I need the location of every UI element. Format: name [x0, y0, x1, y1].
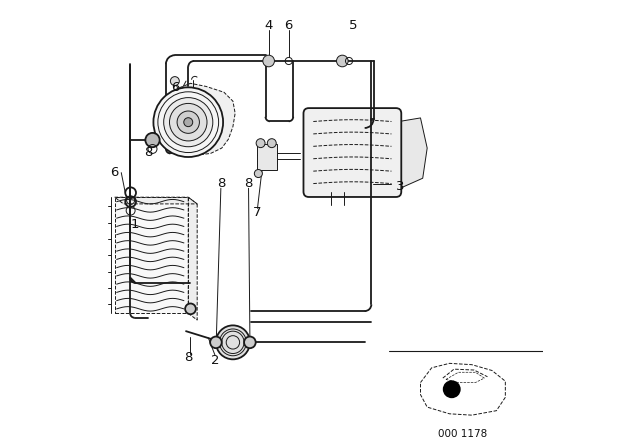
Circle shape: [164, 98, 213, 147]
Circle shape: [184, 118, 193, 127]
Circle shape: [256, 139, 265, 148]
Polygon shape: [420, 363, 506, 415]
Circle shape: [154, 87, 223, 157]
Text: 6: 6: [285, 19, 293, 32]
Circle shape: [263, 55, 275, 67]
Polygon shape: [115, 197, 197, 204]
Text: 8: 8: [217, 177, 225, 190]
Circle shape: [337, 55, 348, 67]
Circle shape: [254, 169, 262, 177]
Text: 8: 8: [184, 352, 193, 365]
Circle shape: [170, 103, 207, 141]
Circle shape: [216, 325, 250, 359]
Polygon shape: [115, 197, 188, 313]
Circle shape: [145, 133, 159, 147]
Polygon shape: [188, 197, 197, 320]
Text: 8: 8: [144, 146, 152, 159]
Polygon shape: [394, 118, 427, 187]
Circle shape: [177, 111, 200, 134]
Text: 1: 1: [131, 217, 139, 231]
Circle shape: [268, 139, 276, 148]
Text: 3: 3: [396, 180, 404, 193]
Circle shape: [444, 381, 460, 397]
Text: 4: 4: [264, 19, 273, 32]
Text: 000 1178: 000 1178: [438, 429, 488, 439]
Circle shape: [170, 77, 179, 86]
Circle shape: [244, 336, 256, 348]
Bar: [257, 144, 276, 170]
Circle shape: [210, 336, 221, 348]
Polygon shape: [173, 83, 235, 155]
Circle shape: [185, 303, 196, 314]
Text: 6: 6: [171, 81, 179, 94]
FancyBboxPatch shape: [303, 108, 401, 197]
Text: 6: 6: [110, 166, 119, 179]
Text: 5: 5: [349, 19, 358, 32]
Text: 2: 2: [211, 354, 220, 367]
Text: 7: 7: [253, 207, 262, 220]
Text: 8: 8: [244, 177, 253, 190]
